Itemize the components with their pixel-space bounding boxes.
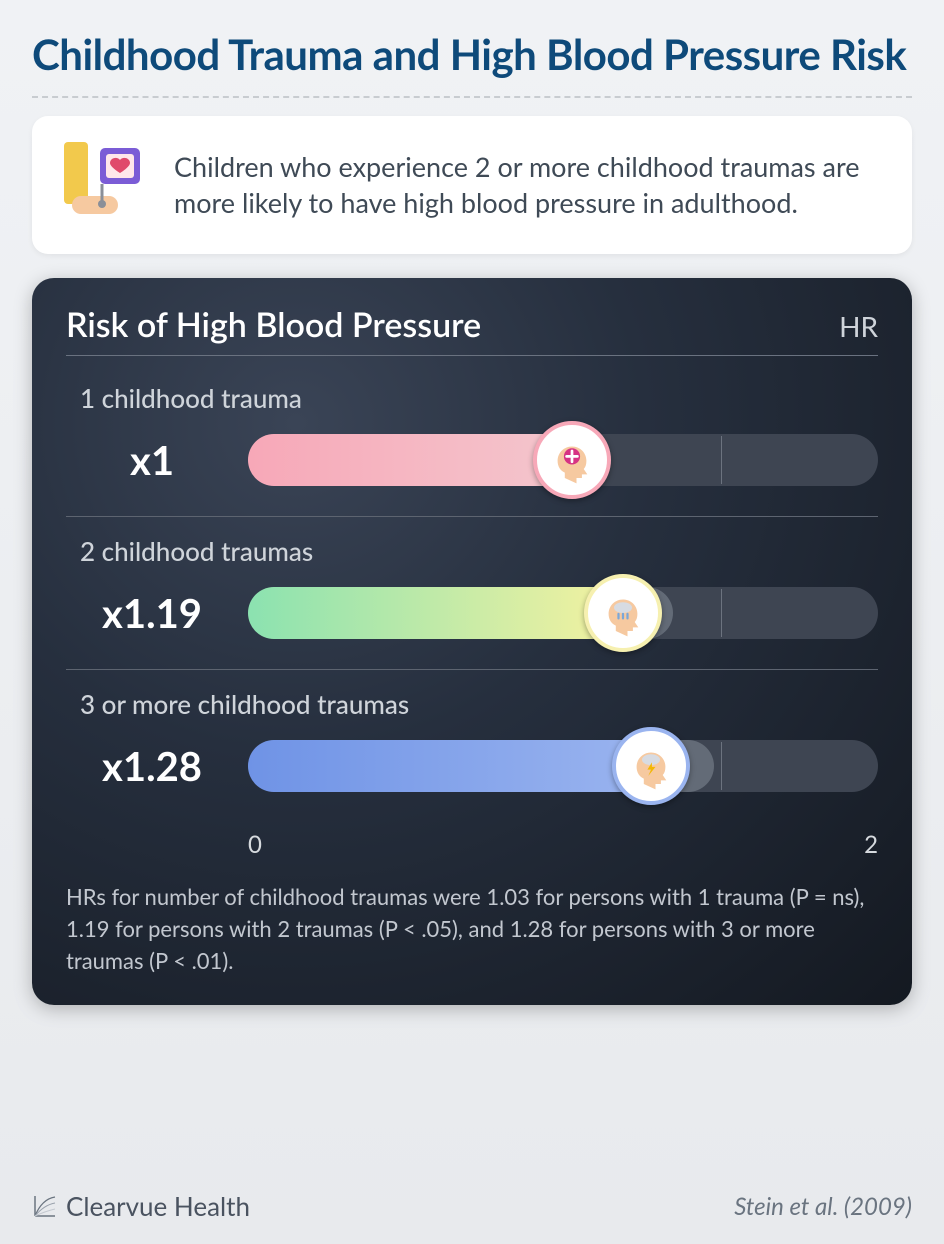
head-storm-icon xyxy=(612,727,690,805)
chart-unit-label: HR xyxy=(839,309,878,343)
chart-title: Risk of High Blood Pressure xyxy=(66,304,481,345)
row-label: 3 or more childhood traumas xyxy=(80,688,878,720)
chart-rows: 1 childhood trauma x1 2 childhood trauma… xyxy=(66,376,878,822)
bar-fill xyxy=(248,740,651,792)
chart-row: 1 childhood trauma x1 xyxy=(66,376,878,516)
summary-text: Children who experience 2 or more childh… xyxy=(174,149,886,222)
row-multiplier: x1.28 xyxy=(66,742,238,790)
bar-area xyxy=(248,730,878,802)
page-title: Childhood Trauma and High Blood Pressure… xyxy=(32,30,912,78)
page-footer: Clearvue Health Stein et al. (2009) xyxy=(32,1190,912,1222)
brand-name: Clearvue Health xyxy=(66,1190,250,1222)
row-multiplier: x1 xyxy=(66,436,238,484)
gridline xyxy=(721,436,722,484)
axis-max: 2 xyxy=(864,830,878,859)
chart-x-axis: 0 2 xyxy=(248,830,878,859)
head-rain-icon xyxy=(584,574,662,652)
chart-header: Risk of High Blood Pressure HR xyxy=(66,304,878,356)
citation: Stein et al. (2009) xyxy=(734,1192,912,1221)
gridline xyxy=(721,742,722,790)
clearvue-logo-icon xyxy=(32,1193,58,1219)
chart-row: 3 or more childhood traumas x1.28 xyxy=(66,669,878,822)
bar-fill xyxy=(248,587,623,639)
row-label: 2 childhood traumas xyxy=(80,535,878,567)
bp-monitor-icon xyxy=(58,138,148,232)
row-label: 1 childhood trauma xyxy=(80,382,878,414)
summary-card: Children who experience 2 or more childh… xyxy=(32,116,912,254)
bar-fill xyxy=(248,434,572,486)
head-plus-icon xyxy=(533,421,611,499)
chart-row: 2 childhood traumas x1.19 xyxy=(66,516,878,669)
row-multiplier: x1.19 xyxy=(66,589,238,637)
title-divider xyxy=(32,96,912,98)
chart-panel: Risk of High Blood Pressure HR 1 childho… xyxy=(32,278,912,1005)
axis-min: 0 xyxy=(248,830,262,859)
chart-footnote: HRs for number of childhood traumas were… xyxy=(66,881,878,977)
bar-area xyxy=(248,577,878,649)
brand: Clearvue Health xyxy=(32,1190,250,1222)
gridline xyxy=(721,589,722,637)
bar-area xyxy=(248,424,878,496)
